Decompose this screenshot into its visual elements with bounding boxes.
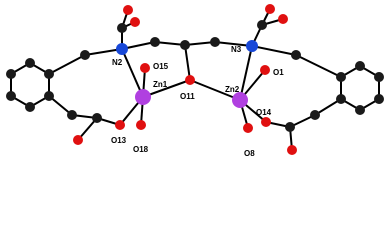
atom-label: N2 [112, 58, 123, 67]
atom-label: O13 [111, 136, 127, 145]
atom-label: O18 [133, 145, 149, 154]
atom-label: O1 [273, 68, 284, 77]
atom-label: O14 [256, 108, 272, 117]
atom-labels: N2 O15 Zn1 O11 Zn2 N3 O1 O14 O13 O18 O8 [111, 45, 284, 158]
atom-label: O8 [244, 149, 255, 158]
atom-label: O11 [180, 92, 195, 101]
atom-label: Zn2 [225, 85, 240, 94]
atoms [6, 4, 384, 155]
atom-label: Zn1 [153, 80, 168, 89]
molecule-diagram: N2 O15 Zn1 O11 Zn2 N3 O1 O14 O13 O18 O8 [6, 4, 384, 158]
atom-label: N3 [231, 45, 242, 54]
atom-label: O15 [153, 62, 169, 71]
bonds [10, 8, 380, 151]
